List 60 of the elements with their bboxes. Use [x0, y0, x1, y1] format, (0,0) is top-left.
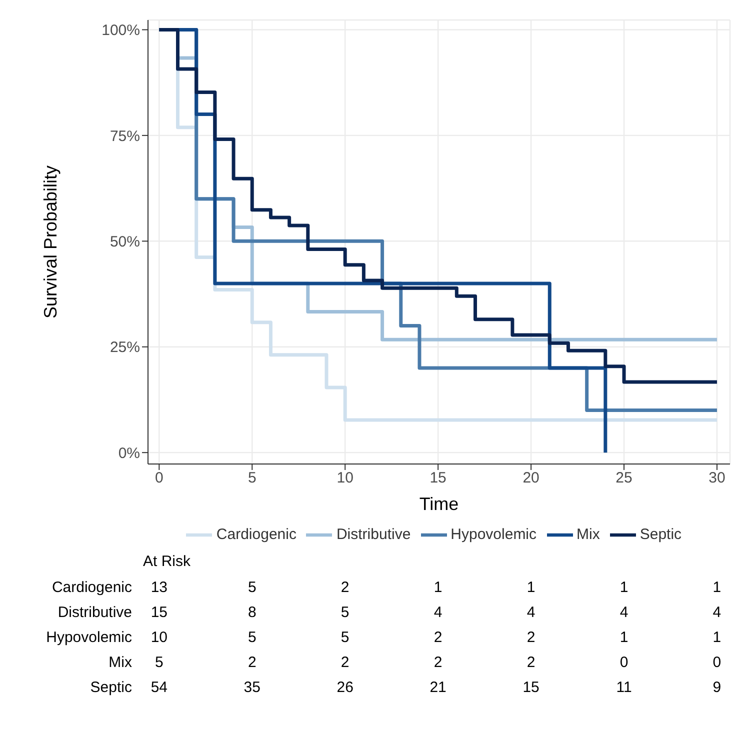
- data-label: 5: [340, 604, 350, 621]
- data-label: 2: [248, 654, 256, 671]
- y-tick-label: Cardiogenic: [52, 579, 132, 596]
- data-label: 2: [434, 629, 442, 646]
- data-label: 2: [340, 579, 350, 596]
- data-label: 1: [620, 579, 628, 596]
- data-label: 5: [340, 629, 350, 646]
- y-tick-label: Mix: [108, 654, 132, 671]
- data-label: 0: [712, 654, 722, 671]
- legend-label: Septic: [640, 526, 682, 543]
- data-label: 2: [434, 654, 442, 671]
- data-label: 1: [434, 579, 442, 596]
- legend-label: Cardiogenic: [216, 526, 296, 543]
- data-label: 0: [620, 654, 628, 671]
- x-tick-label: 5: [248, 470, 256, 487]
- data-label: 26: [336, 679, 354, 696]
- y-axis-title: Survival Probability: [40, 165, 60, 319]
- data-label: 10: [150, 629, 168, 646]
- data-label: 15: [150, 604, 168, 621]
- legend-label: Mix: [576, 526, 600, 543]
- data-label: 11: [616, 679, 632, 696]
- data-label: 1: [526, 579, 536, 596]
- data-label: 2: [340, 654, 350, 671]
- x-tick-label: 0: [154, 470, 164, 487]
- data-label: 2: [526, 629, 536, 646]
- data-label: 4: [526, 604, 536, 621]
- data-label: 15: [522, 679, 540, 696]
- y-tick-label: 100%: [102, 22, 140, 40]
- y-tick-label: Septic: [90, 679, 132, 696]
- y-tick-label: 25%: [110, 339, 140, 356]
- legend-label: Hypovolemic: [450, 526, 537, 543]
- x-axis-title: Time: [419, 494, 459, 514]
- legend-label: Distributive: [336, 526, 411, 543]
- data-label: 54: [150, 679, 168, 696]
- y-tick-label: 50%: [110, 233, 140, 250]
- data-label: 2: [526, 654, 536, 671]
- y-tick-label: 0%: [118, 444, 140, 462]
- x-tick-label: 25: [616, 470, 632, 487]
- data-label: 1: [620, 629, 628, 646]
- x-tick-label: 20: [522, 470, 540, 487]
- data-label: 1: [712, 629, 722, 646]
- x-tick-label: 30: [708, 470, 726, 487]
- data-label: 4: [620, 604, 628, 621]
- x-tick-label: 15: [430, 470, 446, 487]
- data-label: 21: [430, 679, 446, 696]
- data-label: 4: [712, 604, 722, 621]
- data-label: 5: [248, 579, 256, 596]
- data-label: 9: [712, 679, 722, 696]
- data-label: 4: [434, 604, 442, 621]
- data-label: 5: [248, 629, 256, 646]
- x-tick-label: 10: [336, 470, 354, 487]
- data-label: 13: [150, 579, 168, 596]
- data-label: 5: [154, 654, 164, 671]
- y-tick-label: Hypovolemic: [46, 629, 132, 646]
- data-label: 35: [244, 679, 260, 696]
- data-label: 1: [712, 579, 722, 596]
- y-tick-label: 75%: [110, 128, 140, 145]
- chart-title: At Risk: [143, 553, 192, 570]
- y-tick-label: Distributive: [58, 604, 132, 621]
- data-label: 8: [248, 604, 256, 621]
